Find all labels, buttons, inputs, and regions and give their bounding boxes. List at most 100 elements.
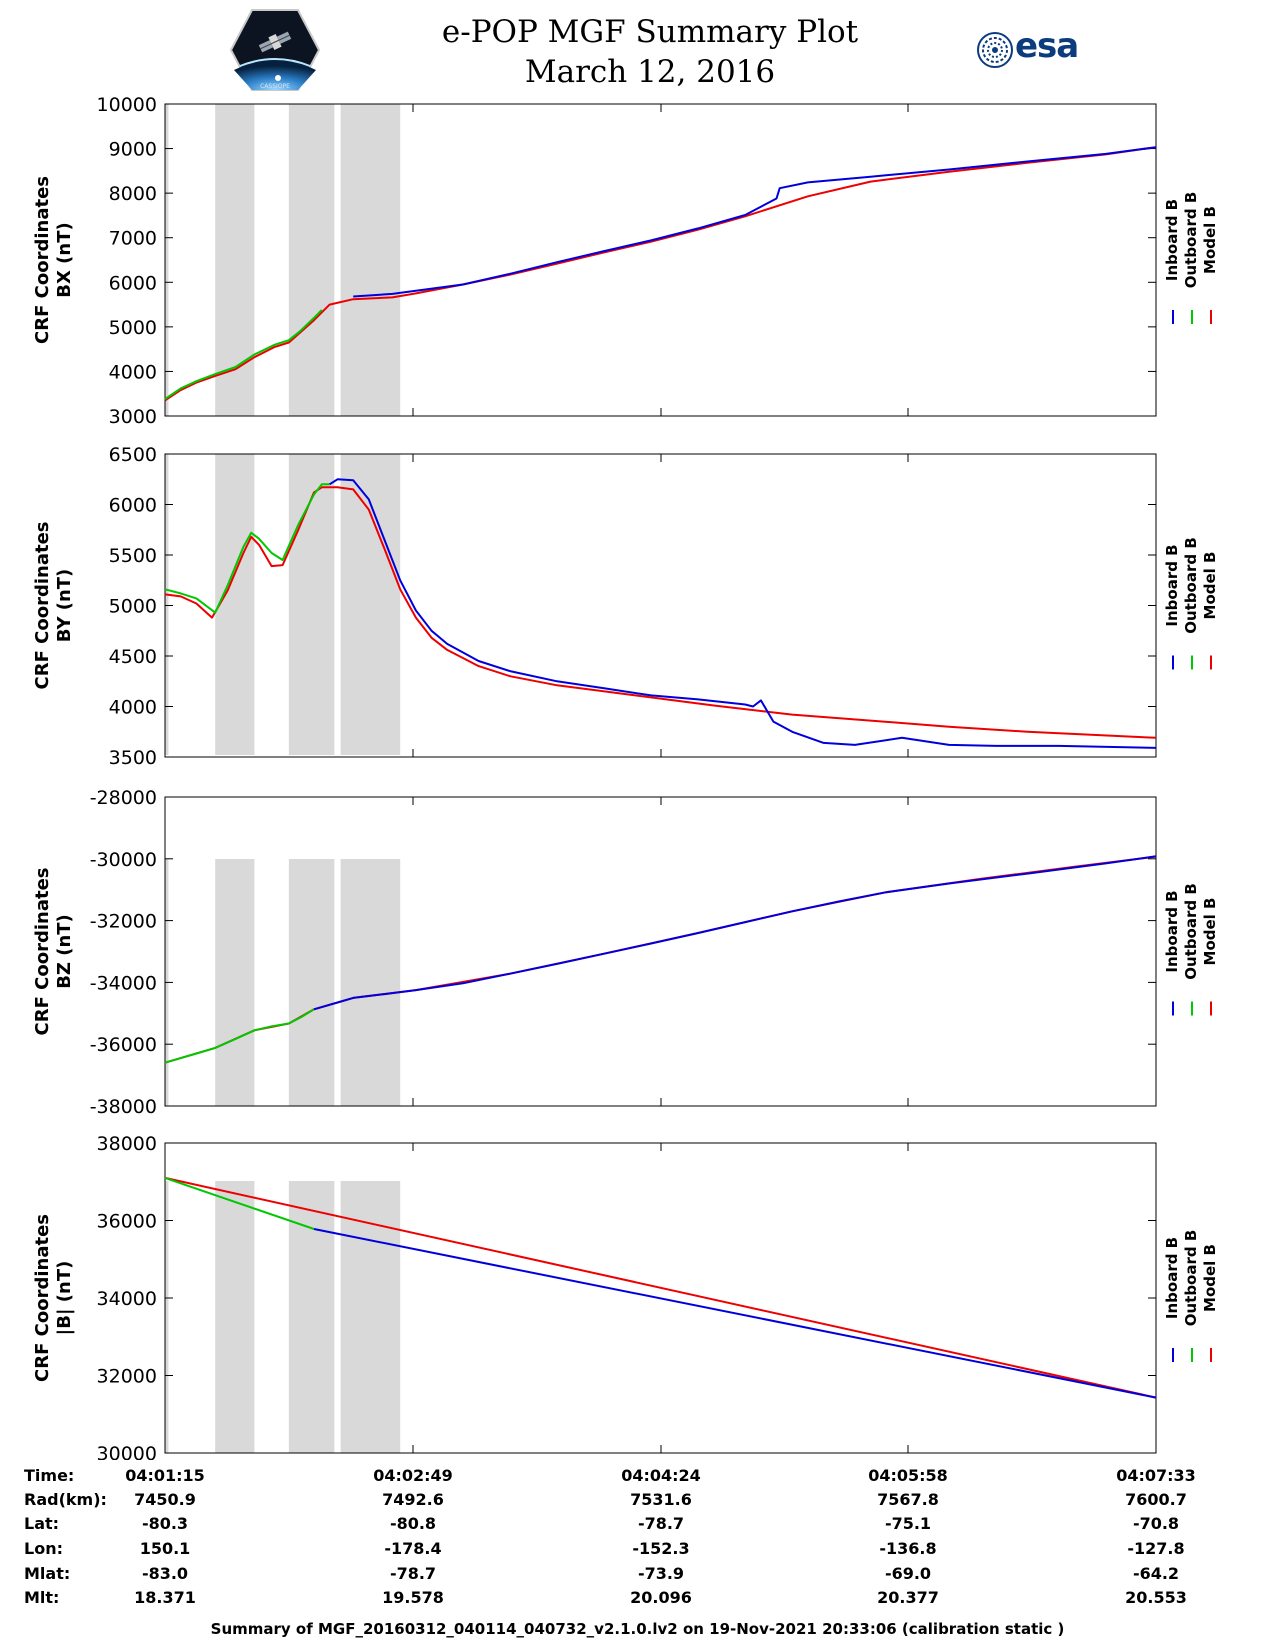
- plots-svg: 3000 4000 5000 6000 7000 8000 9000 10000 CRF Coo…: [32, 94, 1219, 1460]
- series-line-model-b: [164, 146, 1157, 402]
- ephemeris-cell: 7600.7: [1125, 1490, 1187, 1509]
- y-axis-label-line: BZ (nT): [54, 914, 75, 989]
- ephemeris-cell: -80.8: [389, 1514, 437, 1533]
- ephemeris-cell: 04:02:49: [373, 1466, 453, 1485]
- ephemeris-row-label: Mlat:: [24, 1564, 71, 1583]
- ephemeris-cell: 04:01:15: [125, 1466, 205, 1485]
- shaded-region: [165, 1181, 169, 1453]
- legend-label: Outboard B: [1182, 537, 1200, 634]
- ephemeris-cell: 20.096: [630, 1588, 692, 1607]
- ephemeris-cell: -136.8: [879, 1539, 937, 1558]
- shaded-region: [165, 104, 169, 416]
- y-axis-label-line: CRF Coordinates: [32, 522, 53, 690]
- cassiope-logo: CASSIOPE: [229, 8, 321, 96]
- ephemeris-row-label: Lat:: [24, 1514, 60, 1533]
- series-line-inboard-b: [329, 478, 1157, 749]
- ephemeris-cell: -73.9: [637, 1564, 685, 1583]
- summary-caption: Summary of MGF_20160312_040114_040732_v2…: [210, 1620, 1065, 1638]
- y-tick-label: 5500: [109, 545, 157, 567]
- y-tick-label: 32000: [97, 1366, 157, 1388]
- y-tick-label: 4500: [109, 646, 157, 668]
- header: CASSIOPE e-POP MGF Summary Plot March 12…: [0, 0, 1275, 100]
- ephemeris-row-label: Lon:: [24, 1539, 63, 1558]
- ephemeris-cell: 20.377: [877, 1588, 939, 1607]
- y-axis-label-line: CRF Coordinates: [32, 176, 53, 344]
- shaded-region: [340, 454, 401, 755]
- chart-panel-1: 3000 4000 5000 6000 7000 8000 9000 10000 CRF Coo…: [32, 94, 1219, 428]
- chart-panel-4: 30000 32000 34000 36000 38000 CRF Coordinates…: [32, 1133, 1219, 1460]
- ephemeris-row-label: Time:: [24, 1466, 75, 1485]
- ephemeris-cell: 7531.6: [630, 1490, 692, 1509]
- ephemeris-cell: 04:07:33: [1116, 1466, 1196, 1485]
- ephemeris-cell: -127.8: [1127, 1539, 1185, 1558]
- chart-panel-3: -38000 -36000 -34000 -32000 -30000 -28000 CRF …: [32, 787, 1219, 1118]
- y-tick-label: 3500: [109, 747, 157, 769]
- ephemeris-cell: -152.3: [632, 1539, 690, 1558]
- shaded-region: [215, 859, 255, 1106]
- legend-label: Model B: [1201, 552, 1219, 620]
- series-line-outboard-b: [164, 1176, 315, 1230]
- y-tick-label: 6000: [109, 495, 157, 517]
- ephemeris-cell: 7492.6: [382, 1490, 444, 1509]
- shaded-region: [288, 104, 335, 416]
- y-axis-label: CRF CoordinatesBX (nT): [32, 176, 75, 344]
- shaded-region: [165, 454, 169, 755]
- legend-label: Inboard B: [1163, 544, 1181, 626]
- esa-logo: esa: [975, 26, 1079, 74]
- legend-label: Model B: [1201, 1244, 1219, 1312]
- ephemeris-cell: 04:04:24: [621, 1466, 701, 1485]
- legend-label: Inboard B: [1163, 199, 1181, 281]
- shaded-region: [288, 454, 335, 755]
- ephemeris-row-label: Mlt:: [24, 1588, 60, 1607]
- series-line-outboard-b: [164, 483, 330, 614]
- y-tick-label: 6500: [109, 444, 157, 466]
- y-tick-label: 5000: [109, 596, 157, 618]
- ephemeris-cell: 7567.8: [877, 1490, 939, 1509]
- shaded-region: [215, 1181, 255, 1453]
- y-tick-label: 9000: [109, 139, 157, 161]
- ephemeris-cell: -64.2: [1132, 1564, 1180, 1583]
- ephemeris-cell: -70.8: [1132, 1514, 1180, 1533]
- ephemeris-cell: -69.0: [884, 1564, 932, 1583]
- shaded-region: [215, 104, 255, 416]
- legend-label: Inboard B: [1163, 1237, 1181, 1319]
- shaded-region: [288, 859, 335, 1106]
- series-line-model-b: [164, 486, 1157, 739]
- y-tick-label: 4000: [109, 361, 157, 383]
- chart-subtitle-date: March 12, 2016: [524, 54, 776, 90]
- y-axis-label-line: BX (nT): [54, 222, 75, 297]
- y-tick-label: 4000: [109, 697, 157, 719]
- ephemeris-cell: -178.4: [384, 1539, 442, 1558]
- esa-logo-text: esa: [1015, 26, 1079, 66]
- ephemeris-cell: 150.1: [139, 1539, 191, 1558]
- series-line-inboard-b: [353, 146, 1157, 298]
- series-line-outboard-b: [164, 309, 323, 400]
- y-tick-label: -32000: [90, 911, 157, 933]
- ephemeris-table: Time: Rad(km): Lat: Lon: Mlat: Mlt: 04:01:15 74…: [0, 1460, 1275, 1610]
- chart-title: e-POP MGF Summary Plot: [441, 14, 859, 50]
- y-axis-label-line: CRF Coordinates: [32, 868, 53, 1036]
- y-tick-label: 5000: [109, 317, 157, 339]
- y-tick-label: -38000: [90, 1096, 157, 1118]
- svg-text:CASSIOPE: CASSIOPE: [260, 83, 290, 90]
- series-line-inboard-b: [313, 1228, 1157, 1399]
- y-axis-label-line: BY (nT): [54, 569, 75, 643]
- shaded-region: [340, 104, 401, 416]
- y-tick-label: 38000: [97, 1133, 157, 1155]
- shaded-region: [340, 859, 401, 1106]
- legend-label: Inboard B: [1163, 890, 1181, 972]
- legend-label: Model B: [1201, 898, 1219, 966]
- y-axis-label-line: |B| (nT): [54, 1261, 75, 1336]
- ephemeris-cell: 18.371: [134, 1588, 196, 1607]
- legend-label: Outboard B: [1182, 1230, 1200, 1327]
- ephemeris-cell: -78.7: [637, 1514, 685, 1533]
- y-tick-label: 3000: [109, 406, 157, 428]
- shaded-region: [215, 454, 255, 755]
- legend-label: Outboard B: [1182, 883, 1200, 980]
- y-tick-label: 34000: [97, 1288, 157, 1310]
- y-axis-label: CRF CoordinatesBZ (nT): [32, 868, 75, 1036]
- series-line-inboard-b: [313, 855, 1157, 1011]
- y-tick-label: 7000: [109, 228, 157, 250]
- y-tick-label: 36000: [97, 1211, 157, 1233]
- y-tick-label: -36000: [90, 1034, 157, 1056]
